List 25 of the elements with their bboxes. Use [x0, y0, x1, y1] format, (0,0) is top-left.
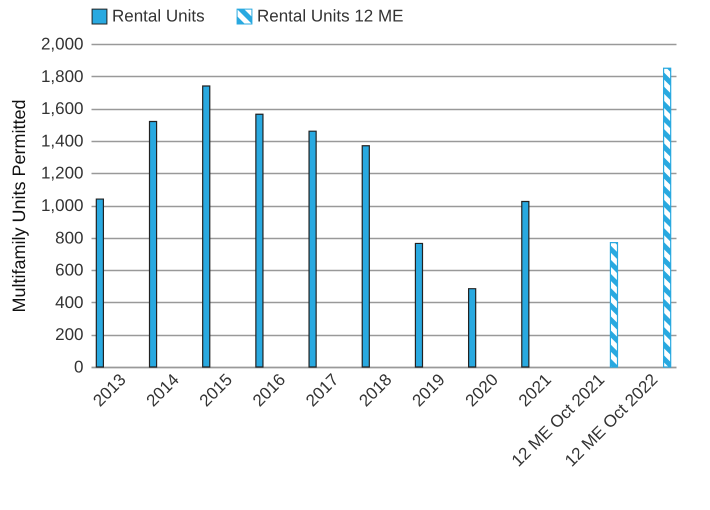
bar: [521, 200, 530, 368]
bar: [362, 145, 370, 368]
y-tick-label: 2,000: [40, 34, 84, 54]
y-tick-label: 800: [55, 228, 84, 248]
y-tick-label: 1,600: [40, 99, 84, 118]
y-tick-label: 1,000: [40, 196, 84, 215]
y-tick-label: 600: [55, 260, 84, 280]
bar: [308, 130, 317, 368]
y-tick-label: 400: [55, 292, 84, 312]
legend-label: Rental Units: [112, 6, 205, 26]
bar: [148, 120, 158, 368]
bar: [255, 114, 264, 368]
y-tick-label: 1,200: [40, 164, 84, 183]
y-tick-label: 200: [55, 325, 84, 344]
y-tick-label: 0: [74, 358, 84, 376]
bar: [202, 85, 210, 368]
bar: [468, 288, 476, 368]
y-axis-title: Multifamily Units Permitted: [8, 99, 29, 313]
y-tick-label: 1,800: [40, 66, 84, 86]
bar: [96, 198, 104, 368]
bar: [414, 242, 424, 368]
legend-label: Rental Units 12 ME: [257, 6, 404, 26]
y-tick-label: 1,400: [40, 131, 84, 150]
bar: [662, 68, 672, 368]
bar: [610, 242, 618, 368]
